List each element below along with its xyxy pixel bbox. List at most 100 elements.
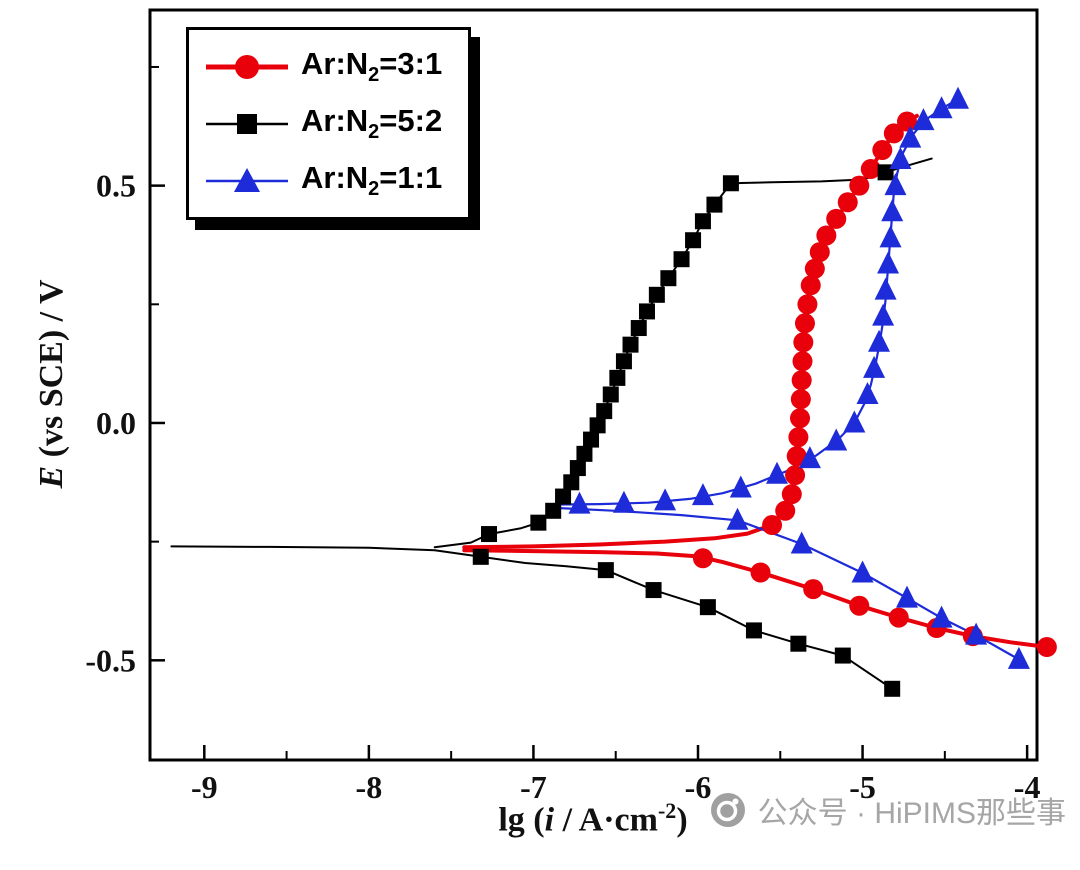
series-ar-n2-1-1-marker-triangle-icon: [825, 428, 848, 451]
y-axis-title: E (vs SCE) / V: [33, 279, 71, 488]
series-ar-n2-5-2-marker-square-icon: [745, 622, 762, 639]
series-ar-n2-5-2-marker-square-icon: [694, 213, 711, 230]
y-tick-label: 0.5: [96, 168, 136, 204]
legend-item-ar-n2-3-1: Ar:N2=3:1: [203, 38, 442, 95]
series-ar-n2-3-1-marker-circle-icon: [816, 225, 837, 246]
legend-sample-black: [206, 113, 288, 134]
legend-label-sub: 2: [368, 178, 380, 201]
legend-label-sub: 2: [368, 121, 380, 144]
series-ar-n2-3-1-marker-circle-icon: [790, 389, 811, 410]
legend-sample-blue: [206, 167, 288, 192]
y-tick-label: 0.0: [96, 405, 136, 441]
series-ar-n2-5-2-marker-square-icon: [884, 680, 901, 697]
legend-sample-red: [206, 54, 288, 79]
legend-item-ar-n2-1-1: Ar:N2=1:1: [203, 152, 442, 209]
series-ar-n2-5-2-marker-square-icon: [790, 635, 807, 652]
series-ar-n2-3-1-marker-circle-icon: [786, 446, 807, 467]
series-ar-n2-3-1-marker-circle-icon: [788, 427, 809, 448]
y-axis-title-text: (vs SCE) / V: [33, 279, 70, 466]
series-ar-n2-3-1-marker-circle-icon: [860, 159, 881, 180]
legend-square-marker-icon: [237, 113, 257, 134]
series-ar-n2-1-1-marker-triangle-icon: [765, 461, 788, 484]
legend-triangle-marker-icon: [234, 167, 260, 192]
series-ar-n2-1-1-marker-triangle-icon: [729, 475, 752, 498]
series-ar-n2-1-1-marker-triangle-icon: [874, 277, 897, 300]
series-ar-n2-3-1-marker-circle-icon: [849, 175, 870, 196]
series-ar-n2-3-1-marker-circle-icon: [793, 332, 814, 353]
series-ar-n2-1-1-marker-triangle-icon: [568, 491, 591, 514]
series-ar-n2-1-1-marker-triangle-icon: [930, 96, 953, 119]
series-ar-n2-1-1-marker-triangle-icon: [899, 125, 922, 148]
x-axis-title-exponent: -2: [657, 798, 677, 823]
series-ar-n2-5-2-marker-square-icon: [722, 175, 739, 192]
series-ar-n2-5-2-anodic-line: [433, 157, 933, 549]
legend-label-pre: Ar:N: [301, 102, 369, 138]
series-ar-n2-1-1-marker-triangle-icon: [884, 173, 907, 196]
series-ar-n2-1-1-cathodic-line: [545, 506, 1021, 661]
series-ar-n2-5-2-marker-square-icon: [481, 526, 498, 543]
x-axis-title: lg (i / A·cm-2): [498, 798, 687, 839]
series-ar-n2-1-1-marker-triangle-icon: [930, 605, 953, 628]
watermark: 公众号 · HiPIMS那些事: [708, 788, 1066, 832]
x-axis-title-post: ): [676, 801, 688, 839]
x-tick-label: -7: [520, 769, 547, 805]
series-ar-n2-1-1-marker-triangle-icon: [856, 381, 879, 404]
legend-circle-marker-icon: [235, 54, 259, 79]
series-ar-n2-3-1-marker-circle-icon: [837, 192, 858, 213]
series-ar-n2-5-2-marker-square-icon: [622, 336, 639, 353]
series-ar-n2-3-1-marker-circle-icon: [750, 562, 771, 583]
legend-label-pre: Ar:N: [301, 159, 369, 195]
series-ar-n2-5-2-marker-square-icon: [602, 386, 619, 403]
watermark-logo-icon: [710, 793, 745, 827]
series-ar-n2-5-2-marker-square-icon: [660, 270, 677, 287]
series-ar-n2-1-1-marker-triangle-icon: [798, 446, 821, 469]
x-tick-label: -9: [191, 769, 218, 805]
series-ar-n2-5-2-marker-square-icon: [596, 403, 613, 420]
series-ar-n2-1-1-marker-triangle-icon: [877, 251, 900, 274]
series-ar-n2-3-1-marker-circle-icon: [803, 579, 824, 600]
series-ar-n2-1-1-marker-triangle-icon: [889, 147, 912, 170]
series-ar-n2-3-1-marker-circle-icon: [1036, 637, 1057, 658]
series-ar-n2-1-1-marker-triangle-icon: [851, 560, 874, 583]
series-ar-n2-1-1-marker-triangle-icon: [691, 483, 714, 506]
x-axis-title-mid: / A·cm: [554, 801, 658, 839]
series-ar-n2-5-2-marker-square-icon: [638, 303, 655, 320]
series-ar-n2-3-1-marker-circle-icon: [888, 607, 909, 628]
legend: Ar:N2=3:1 Ar:N2=5:2 Ar:N2=1:1: [186, 27, 472, 220]
series-ar-n2-1-1-marker-triangle-icon: [654, 488, 677, 511]
series-ar-n2-1-1-marker-triangle-icon: [612, 490, 635, 513]
series-ar-n2-1-1-marker-triangle-icon: [726, 507, 749, 530]
series-ar-n2-3-1-marker-circle-icon: [781, 484, 802, 505]
series-ar-n2-5-2-marker-square-icon: [555, 488, 572, 505]
series-ar-n2-5-2-marker-square-icon: [609, 369, 626, 386]
series-ar-n2-5-2-cathodic-line: [170, 545, 894, 690]
series-ar-n2-5-2-marker-square-icon: [583, 431, 600, 448]
series-ar-n2-3-1-marker-circle-icon: [785, 465, 806, 486]
legend-label-ar-n2-3-1: Ar:N2=3:1: [301, 46, 442, 87]
series-ar-n2-5-2-marker-square-icon: [472, 548, 489, 565]
series-ar-n2-1-1-marker-triangle-icon: [879, 225, 902, 248]
series-ar-n2-1-1-marker-triangle-icon: [843, 410, 866, 433]
series-ar-n2-1-1-marker-triangle-icon: [1007, 646, 1030, 669]
x-tick-label: -5: [849, 769, 876, 805]
y-tick-label: -0.5: [85, 642, 136, 678]
series-ar-n2-5-2-marker-square-icon: [685, 232, 702, 249]
series-ar-n2-5-2-marker-square-icon: [699, 599, 716, 616]
x-tick-label: -8: [356, 769, 383, 805]
series-ar-n2-5-2-marker-square-icon: [563, 474, 580, 491]
series-ar-n2-5-2-marker-square-icon: [877, 164, 894, 181]
series-ar-n2-3-1-marker-circle-icon: [826, 208, 847, 229]
series-ar-n2-3-1-marker-circle-icon: [790, 408, 811, 429]
series-ar-n2-3-1-marker-circle-icon: [692, 548, 713, 569]
series-ar-n2-5-2-marker-square-icon: [706, 196, 723, 213]
series-ar-n2-3-1-marker-circle-icon: [896, 111, 917, 132]
series-ar-n2-5-2-marker-square-icon: [834, 647, 851, 664]
plot-frame: [148, 8, 1039, 762]
series-ar-n2-5-2-marker-square-icon: [615, 353, 632, 370]
y-axis-title-symbol: E: [33, 465, 70, 489]
series-ar-n2-3-1-marker-circle-icon: [809, 242, 830, 263]
legend-label-ar-n2-5-2: Ar:N2=5:2: [301, 103, 442, 144]
series-ar-n2-1-1-marker-triangle-icon: [881, 199, 904, 222]
series-ar-n2-5-2-marker-square-icon: [648, 286, 665, 303]
